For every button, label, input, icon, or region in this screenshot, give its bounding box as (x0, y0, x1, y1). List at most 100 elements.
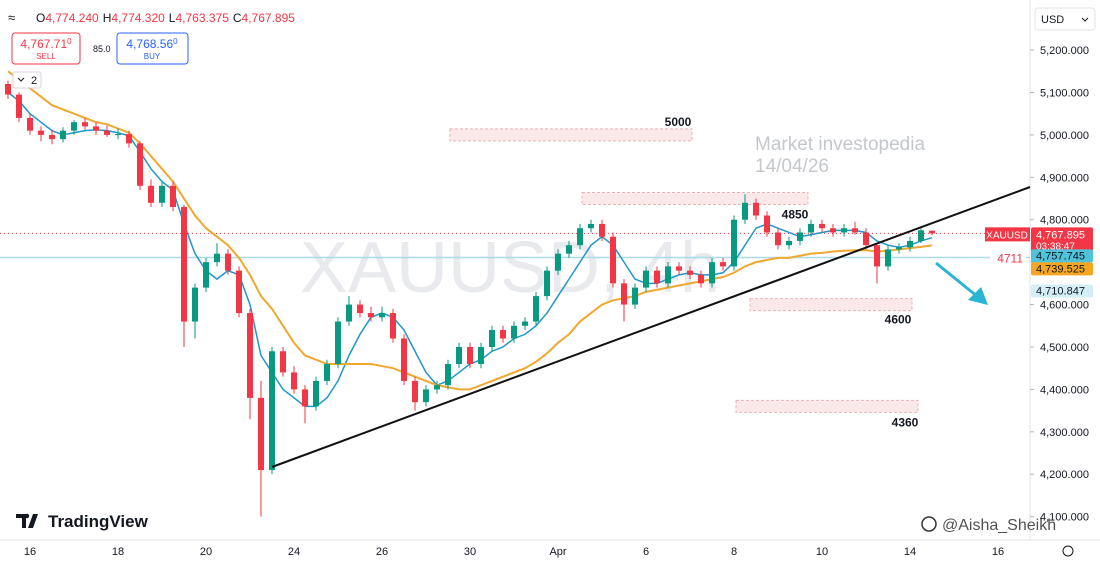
ohlc-key: O (36, 11, 45, 25)
candle-body (764, 215, 770, 233)
x-tick-label: 18 (112, 546, 124, 558)
candle-body (808, 223, 814, 233)
zone (449, 128, 693, 142)
indicator-count: 2 (31, 75, 37, 87)
candle-body (335, 321, 341, 364)
candle-body (60, 130, 66, 140)
brand-logo: TradingView (16, 512, 149, 531)
y-tick-label: 5,200.000 (1040, 45, 1089, 57)
candle-body (654, 270, 660, 284)
y-tick-label: 4,800.000 (1040, 215, 1089, 227)
candle-body (247, 313, 253, 398)
candle-body (588, 223, 594, 229)
candle-body (599, 223, 605, 237)
candle-body (346, 304, 352, 322)
candle-body (489, 330, 495, 347)
series-price: 4,757.745 (1036, 250, 1085, 262)
candle-body (379, 313, 385, 318)
candle-body (786, 240, 792, 246)
y-tick-label: 4,500.000 (1040, 342, 1089, 354)
candle-body (610, 236, 616, 284)
currency-select[interactable]: USD (1034, 7, 1096, 31)
x-tick-label: 16 (24, 546, 36, 558)
candle-body (82, 122, 88, 127)
candle-body (698, 274, 704, 284)
menu-icon[interactable]: ≈ (8, 10, 15, 25)
candle-body (742, 202, 748, 220)
buy-price: 4,768.56 (126, 37, 173, 51)
y-tick-label: 5,000.000 (1040, 130, 1089, 142)
candle-body (544, 270, 550, 297)
moving-average (7, 70, 933, 391)
candle-body (258, 397, 264, 471)
symbol-tag: XAUUSD (986, 230, 1028, 241)
currency: USD (1041, 14, 1064, 26)
author-mark: @Aisha_Sheikh (921, 516, 1056, 534)
candle-body (929, 230, 935, 234)
sell-button[interactable]: 4,767.710 SELL (11, 32, 81, 65)
settings-button[interactable] (1062, 545, 1074, 557)
candle-body (192, 287, 198, 322)
candle-body (104, 130, 110, 135)
author: @Aisha_Sheikh (942, 517, 1056, 534)
x-tick-label: 16 (992, 546, 1004, 558)
candle-body (665, 266, 671, 284)
ohlc-value: 4,763.375 (175, 11, 229, 25)
ohlc-key: L (169, 11, 176, 25)
y-tick-label: 5,100.000 (1040, 87, 1089, 99)
candle-body (93, 126, 99, 131)
candle-body (137, 143, 143, 186)
candle-body (731, 219, 737, 267)
x-tick-label: 30 (464, 546, 476, 558)
level-tag-bg (990, 249, 1026, 265)
series-price-bg (1031, 249, 1093, 263)
zone (735, 399, 919, 413)
candle-body (478, 346, 484, 364)
buy-label: BUY (144, 52, 161, 61)
candle-body (511, 325, 517, 339)
x-tick-label: 20 (200, 546, 212, 558)
candle-body (148, 185, 154, 203)
candle-body (819, 223, 825, 229)
candle-body (621, 283, 627, 305)
candle-body (467, 346, 473, 364)
candle-body (27, 117, 33, 131)
x-tick-label: Apr (549, 546, 566, 558)
candle-body (632, 287, 638, 305)
series-price-bg (1031, 262, 1093, 276)
candle-body (181, 207, 187, 322)
candle-body (368, 313, 374, 318)
ohlc-value: 4,767.895 (242, 11, 296, 25)
ohlc-legend: O4,774.240 H4,774.320 L4,763.375 C4,767.895 (36, 11, 295, 25)
x-tick-label: 26 (376, 546, 388, 558)
buy-button[interactable]: 4,768.560 BUY (116, 32, 189, 65)
last-price: 4,767.895 (1036, 229, 1085, 241)
candle-body (38, 130, 44, 135)
candle-body (159, 185, 165, 203)
candle-body (445, 363, 451, 386)
indicator-toggle[interactable]: 2 (12, 71, 42, 89)
y-tick-label: 4,200.000 (1040, 469, 1089, 481)
x-tick-label: 10 (816, 546, 828, 558)
y-tick-label: 4,100.000 (1040, 512, 1089, 524)
series-price: 4,739.525 (1036, 263, 1085, 275)
countdown: 03:38:47 (1036, 241, 1075, 252)
zone-label: 5000 (665, 115, 692, 129)
candle-body (170, 185, 176, 208)
y-tick-label: 4,600.000 (1040, 300, 1089, 312)
ohlc-value: 4,774.240 (45, 11, 99, 25)
x-tick-label: 8 (731, 546, 737, 558)
candle-body (885, 249, 891, 267)
candle-body (533, 296, 539, 322)
ohlc-key: C (233, 11, 242, 25)
candle-body (456, 346, 462, 364)
trend-line (271, 186, 1031, 468)
level-price-bg (1031, 284, 1093, 298)
buy-sup: 0 (173, 37, 178, 46)
level-tag: 4711 (997, 252, 1023, 266)
candle-body (214, 253, 220, 263)
candle-body (500, 330, 506, 339)
candle-body (687, 270, 693, 275)
brand: TradingView (48, 512, 149, 531)
candle-body (874, 245, 880, 267)
